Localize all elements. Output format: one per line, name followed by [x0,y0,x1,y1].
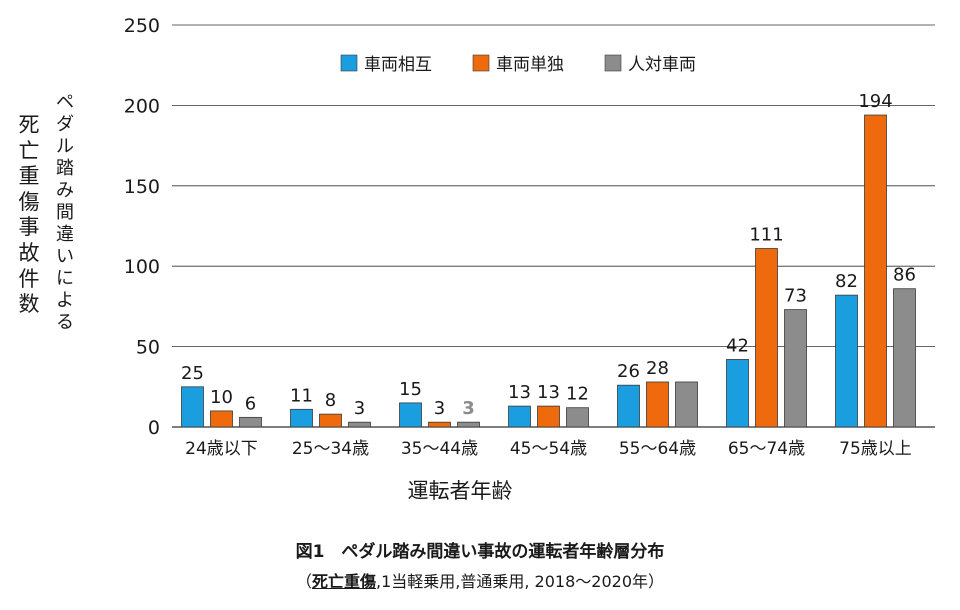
y-axis-label-char: 傷 [18,189,40,214]
x-tick-label: 55～64歳 [619,439,696,459]
y-tick-label: 0 [148,417,160,439]
bar-0-3 [508,405,531,428]
legend: 車両相互 車両単独 人対車両 [340,54,696,75]
legend-label: 車両相互 [364,55,432,75]
legend-swatch [340,54,358,72]
y-axis-sublabel-char: 違 [56,223,74,245]
value-label: 3 [462,398,475,419]
y-axis-sublabel-char: ダ [56,113,74,135]
value-label: 26 [617,361,640,382]
legend-swatch [604,54,622,72]
y-axis-label: 死亡重傷事故件数 [12,113,46,318]
y-tick-label: 50 [136,337,160,359]
x-tick-label: 25～34歳 [292,439,369,459]
x-tick-label: 45～54歳 [510,439,587,459]
caption-underlined: 死亡重傷 [312,572,377,591]
figure-subtitle: （死亡重傷,1当軽乗用,普通乗用, 2018～2020年） [0,568,960,592]
figure-title: 図1 ペダル踏み間違い事故の運転者年齢層分布 [295,542,665,562]
value-label: 10 [210,387,233,408]
bar-0-6 [835,294,858,428]
y-tick-labels: 0 50 100 150 200 250 [124,15,160,439]
bar-2-3 [566,407,589,428]
x-tick-label: 35～44歳 [401,439,478,459]
y-axis-label-char: 亡 [18,138,40,163]
value-label: 82 [835,271,858,292]
value-label: 194 [858,91,892,112]
bar-1-0 [210,410,233,428]
y-axis-sublabel-char: い [56,245,74,267]
bar-0-5 [726,359,749,428]
value-label: 11 [290,385,313,406]
value-label: 28 [646,358,669,379]
bar-1-1 [319,413,342,428]
value-label: 73 [784,286,807,307]
bar-2-0 [239,416,262,428]
y-axis-sublabel-char: に [56,267,74,289]
y-tick-label: 150 [124,176,160,198]
value-label: 13 [508,382,531,403]
value-label: 3 [354,398,365,419]
value-label: 12 [566,384,589,405]
bar-2-4 [675,381,698,428]
legend-swatch [472,54,490,72]
value-label: 15 [399,379,422,400]
bar-0-1 [290,408,313,428]
y-axis-label-char: 数 [18,292,40,317]
bar-0-0 [181,386,204,428]
value-label: 111 [749,225,783,246]
bar-1-2 [428,421,451,428]
y-axis-sublabel: ペダル踏み間違いによる [50,92,80,333]
bar-0-2 [399,402,422,428]
y-axis-label-char: 件 [18,266,40,291]
x-tick-labels: 24歳以下 25～34歳 35～44歳 45～54歳 55～64歳 65～74歳 75歳以上 [185,439,912,459]
value-label: 13 [537,382,560,403]
bar-1-5 [755,248,778,428]
legend-label: 人対車両 [628,55,696,75]
legend-label: 車両単独 [496,55,564,75]
x-tick-label: 24歳以下 [185,439,258,459]
bar-2-6 [893,288,916,428]
bar-2-1 [348,421,371,428]
y-tick-label: 200 [124,95,160,117]
value-label: 86 [893,265,916,286]
value-label: 8 [325,390,336,411]
y-axis-label-char: 事 [18,215,40,240]
y-axis-label-char: 重 [18,164,40,189]
value-label: 42 [726,335,749,356]
bar-0-4 [617,384,640,428]
y-axis-sublabel-char: ペ [56,92,74,113]
caption-rest: ,1当軽乗用,普通乗用, 2018～2020年） [376,572,664,591]
bar-2-2 [457,421,480,428]
bars [181,114,916,428]
bar-1-3 [537,405,560,428]
x-tick-label: 65～74歳 [728,439,805,459]
value-label: 6 [245,393,256,414]
bar-1-6 [864,114,887,428]
y-axis-label-char: 故 [18,241,40,266]
x-axis-label: 運転者年齢 [407,479,513,503]
y-axis-sublabel-char: ル [56,135,74,157]
value-label: 3 [434,398,445,419]
value-label: 25 [181,363,204,384]
x-tick-label: 75歳以上 [839,439,912,459]
grid-lines [172,24,935,428]
y-axis-sublabel-char: 間 [56,201,74,223]
bar-1-4 [646,381,669,428]
y-axis-sublabel-char: る [56,311,74,333]
y-axis-sublabel-char: よ [56,289,74,311]
y-axis-sublabel-char: 踏 [56,157,74,179]
y-axis-sublabel-char: み [56,179,74,201]
caption-open: （ [296,572,313,591]
bar-2-5 [784,309,807,428]
y-axis-label-char: 死 [18,113,40,137]
y-tick-label: 100 [124,256,160,278]
y-tick-label: 250 [124,15,160,37]
